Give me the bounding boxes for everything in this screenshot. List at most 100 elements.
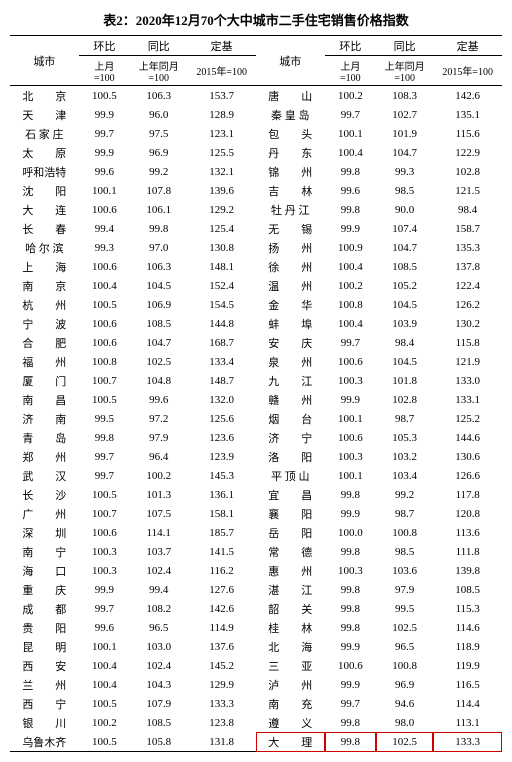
table-row: 昆 明100.1103.0137.6北 海99.996.5118.9 [10, 637, 502, 656]
value-cell: 99.8 [325, 162, 376, 181]
table-row: 青 岛99.897.9123.6济 宁100.6105.3144.6 [10, 428, 502, 447]
table-row: 兰 州100.4104.3129.9泸 州99.996.9116.5 [10, 675, 502, 694]
value-cell: 99.2 [130, 162, 187, 181]
value-cell: 98.7 [376, 504, 433, 523]
value-cell: 139.8 [433, 561, 502, 580]
value-cell: 100.5 [79, 86, 130, 106]
value-cell: 99.9 [325, 219, 376, 238]
value-cell: 100.2 [325, 86, 376, 106]
hdr-city: 城市 [10, 36, 79, 86]
value-cell: 100.7 [79, 371, 130, 390]
table-row: 上 海100.6106.3148.1徐 州100.4108.5137.8 [10, 257, 502, 276]
value-cell: 100.6 [79, 523, 130, 542]
value-cell: 102.8 [433, 162, 502, 181]
value-cell: 126.6 [433, 466, 502, 485]
value-cell: 148.7 [187, 371, 256, 390]
value-cell: 108.5 [376, 257, 433, 276]
value-cell: 100.6 [79, 257, 130, 276]
value-cell: 114.1 [130, 523, 187, 542]
city-cell: 烟 台 [256, 409, 325, 428]
value-cell: 100.3 [79, 561, 130, 580]
table-row: 广 州100.7107.5158.1襄 阳99.998.7120.8 [10, 504, 502, 523]
table-row: 郑 州99.796.4123.9洛 阳100.3103.2130.6 [10, 447, 502, 466]
value-cell: 100.8 [376, 656, 433, 675]
value-cell: 103.7 [130, 542, 187, 561]
city-cell: 锦 州 [256, 162, 325, 181]
city-cell: 厦 门 [10, 371, 79, 390]
hdr-base: 定基 [187, 36, 256, 56]
hdr-mom-r: 环比 [325, 36, 376, 56]
value-cell: 99.7 [325, 333, 376, 352]
value-cell: 126.2 [433, 295, 502, 314]
value-cell: 145.3 [187, 466, 256, 485]
city-cell: 济 宁 [256, 428, 325, 447]
city-cell: 武 汉 [10, 466, 79, 485]
value-cell: 100.7 [79, 504, 130, 523]
value-cell: 106.3 [130, 257, 187, 276]
hdr-yoy-sub: 上年同月=100 [130, 56, 187, 86]
value-cell: 114.4 [433, 694, 502, 713]
value-cell: 96.5 [130, 618, 187, 637]
value-cell: 154.5 [187, 295, 256, 314]
value-cell: 125.6 [187, 409, 256, 428]
value-cell: 106.3 [130, 86, 187, 106]
value-cell: 99.7 [325, 694, 376, 713]
value-cell: 100.6 [79, 333, 130, 352]
table-row: 哈 尔 滨99.397.0130.8扬 州100.9104.7135.3 [10, 238, 502, 257]
value-cell: 99.8 [325, 618, 376, 637]
city-cell: 沈 阳 [10, 181, 79, 200]
value-cell: 113.6 [433, 523, 502, 542]
value-cell: 99.9 [79, 105, 130, 124]
value-cell: 121.5 [433, 181, 502, 200]
value-cell: 98.0 [376, 713, 433, 732]
value-cell: 100.2 [130, 466, 187, 485]
city-cell: 海 口 [10, 561, 79, 580]
value-cell: 105.2 [376, 276, 433, 295]
value-cell: 100.5 [79, 694, 130, 713]
value-cell: 142.6 [433, 86, 502, 106]
value-cell: 145.2 [187, 656, 256, 675]
city-cell: 金 华 [256, 295, 325, 314]
city-cell: 太 原 [10, 143, 79, 162]
city-cell: 福 州 [10, 352, 79, 371]
value-cell: 116.5 [433, 675, 502, 694]
city-cell: 成 都 [10, 599, 79, 618]
city-cell: 蚌 埠 [256, 314, 325, 333]
value-cell: 100.5 [79, 295, 130, 314]
value-cell: 185.7 [187, 523, 256, 542]
city-cell: 青 岛 [10, 428, 79, 447]
value-cell: 100.8 [79, 352, 130, 371]
value-cell: 100.3 [325, 561, 376, 580]
value-cell: 118.9 [433, 637, 502, 656]
value-cell: 99.7 [79, 124, 130, 143]
value-cell: 100.0 [325, 523, 376, 542]
city-cell: 岳 阳 [256, 523, 325, 542]
city-cell: 郑 州 [10, 447, 79, 466]
value-cell: 152.4 [187, 276, 256, 295]
table-row: 长 沙100.5101.3136.1宜 昌99.899.2117.8 [10, 485, 502, 504]
value-cell: 123.9 [187, 447, 256, 466]
table-row: 太 原99.996.9125.5丹 东100.4104.7122.9 [10, 143, 502, 162]
value-cell: 158.7 [433, 219, 502, 238]
value-cell: 104.8 [130, 371, 187, 390]
value-cell: 122.4 [433, 276, 502, 295]
table-row: 石 家 庄99.797.5123.1包 头100.1101.9115.6 [10, 124, 502, 143]
value-cell: 99.9 [325, 390, 376, 409]
value-cell: 133.3 [433, 732, 502, 752]
hdr-yoy-sub-r: 上年同月=100 [376, 56, 433, 86]
value-cell: 100.4 [325, 257, 376, 276]
value-cell: 99.8 [325, 580, 376, 599]
hdr-base-r: 定基 [433, 36, 502, 56]
value-cell: 115.6 [433, 124, 502, 143]
city-cell: 包 头 [256, 124, 325, 143]
table-row: 福 州100.8102.5133.4泉 州100.6104.5121.9 [10, 352, 502, 371]
value-cell: 99.9 [79, 580, 130, 599]
hdr-base-sub-r: 2015年=100 [433, 56, 502, 86]
hdr-yoy: 同比 [130, 36, 187, 56]
value-cell: 90.0 [376, 200, 433, 219]
table-row: 重 庆99.999.4127.6湛 江99.897.9108.5 [10, 580, 502, 599]
value-cell: 99.9 [325, 504, 376, 523]
table-row: 呼和浩特99.699.2132.1锦 州99.899.3102.8 [10, 162, 502, 181]
city-cell: 平 顶 山 [256, 466, 325, 485]
table-row: 南 昌100.599.6132.0赣 州99.9102.8133.1 [10, 390, 502, 409]
